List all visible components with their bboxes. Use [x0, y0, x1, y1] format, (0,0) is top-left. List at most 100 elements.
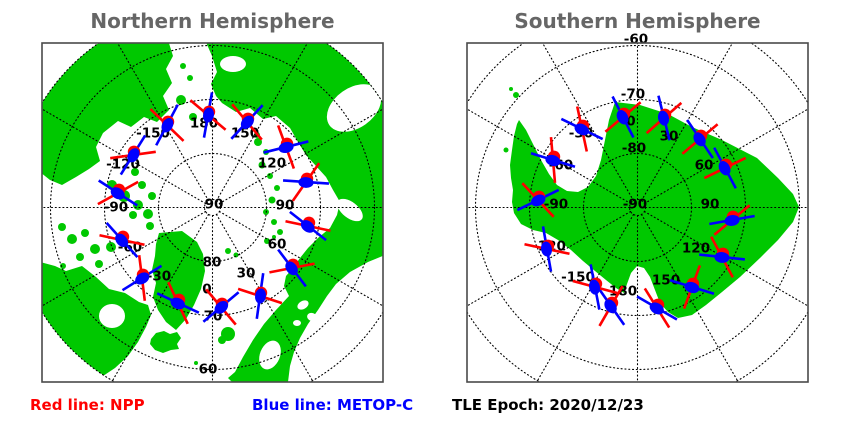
north-map-title: Northern Hemisphere: [90, 9, 335, 33]
metopc-position-dot: [110, 187, 125, 200]
laptev-bay: [220, 56, 246, 72]
metopc-position-dot: [649, 302, 664, 315]
metopc-position-dot: [115, 233, 129, 248]
graticule-label: 60: [199, 362, 218, 378]
metopc-position-dot: [604, 299, 617, 314]
metopc-position-dot: [724, 215, 740, 226]
nh-map-border: [41, 42, 384, 383]
graticule-label: -70: [621, 87, 645, 103]
land-greenland: [152, 231, 205, 330]
graticule-label: -90: [104, 200, 128, 216]
graticule-label: 0: [626, 114, 635, 130]
kara-sea-bay: [326, 84, 382, 132]
satellite-pass-marker: [230, 103, 264, 141]
sh-map-border: [466, 42, 809, 383]
graticule-label: 60: [695, 158, 714, 174]
northern-hemisphere-map: [42, 43, 383, 382]
satellite-pass-marker: [269, 248, 315, 288]
kara-inlet: [337, 198, 363, 222]
meridian-line: [42, 210, 207, 307]
satellite-pass-marker: [99, 222, 145, 258]
meridian-line: [218, 210, 383, 307]
land-alaska-chukotka: [42, 43, 173, 185]
metopc-position-dot: [541, 241, 552, 257]
sh-satellite-markers: [516, 95, 755, 329]
satellite-pass-marker: [669, 264, 715, 310]
satellite-pass-marker: [698, 236, 746, 278]
satellite-pass-marker: [681, 119, 719, 159]
graticule-label: 30: [237, 266, 256, 282]
metopc-position-dot: [684, 281, 700, 294]
satellite-pass-marker: [282, 162, 330, 202]
metopc-position-dot: [161, 118, 174, 133]
meridian-line: [215, 43, 309, 202]
metopc-position-dot: [574, 123, 590, 136]
graticule-label: -30: [147, 269, 171, 285]
satellite-pass-marker: [516, 182, 560, 218]
tle-epoch-label: TLE Epoch: 2020/12/23: [452, 396, 644, 414]
graticule-label: 90: [205, 197, 224, 213]
satellite-pass-marker: [560, 106, 604, 152]
metopc-position-dot: [616, 110, 629, 125]
metopc-position-dot: [718, 161, 731, 176]
nh-seas-and-lakes: [99, 56, 382, 370]
metopc-position-dot: [214, 300, 229, 314]
lake-onega: [307, 312, 317, 322]
meridian-line: [541, 43, 635, 202]
metopc-position-dot: [170, 297, 186, 310]
meridian-line: [218, 108, 383, 205]
metopc-position-dot: [714, 252, 730, 263]
latitude-circle: [49, 44, 376, 371]
graticule-label: 120: [258, 156, 286, 172]
satellite-pass-marker: [149, 104, 185, 146]
meridian-line: [536, 213, 635, 382]
satellite-pass-marker: [709, 204, 755, 236]
meridian-line: [467, 210, 632, 307]
nh-satellite-markers: [97, 92, 331, 326]
graticule-label: -80: [622, 141, 646, 157]
satellite-pass-marker: [572, 264, 618, 310]
graticule-label: 90: [701, 197, 720, 213]
latitude-circle: [474, 44, 801, 371]
graticule-label: -90: [623, 197, 647, 213]
satellite-pass-marker: [202, 288, 240, 326]
nh-graticule-labels: 1801501209060300-30-60-90-120-1509080706…: [104, 116, 295, 378]
satellite-pass-marker: [703, 147, 747, 189]
graticule-label: 90: [276, 198, 295, 214]
metopc-position-dot: [127, 148, 140, 163]
legend-blue-metopc: Blue line: METOP-C: [252, 396, 414, 414]
graticule-label: 80: [203, 255, 222, 271]
metopc-position-dot: [545, 154, 561, 167]
graticule-label: -90: [544, 197, 568, 213]
graticule-label: -150: [561, 270, 595, 286]
hudson-bay: [99, 304, 125, 328]
metopc-position-dot: [693, 132, 706, 147]
satellite-pass-marker: [121, 255, 163, 301]
south-map-title: Southern Hemisphere: [514, 9, 761, 33]
metopc-position-dot: [530, 194, 546, 207]
metopc-position-dot: [278, 141, 294, 154]
meridian-line: [640, 43, 734, 202]
satellite-pass-marker: [110, 134, 156, 176]
land-small-islands-south: [503, 87, 519, 153]
metopc-position-dot: [298, 177, 314, 188]
satellite-pass-marker: [285, 210, 331, 242]
graticule-label: 60: [268, 237, 287, 253]
small-lake: [293, 320, 301, 326]
gulf-of-bothnia: [259, 340, 281, 370]
satellite-pass-marker: [237, 273, 283, 319]
meridian-line: [643, 108, 808, 205]
land-iceland: [150, 331, 181, 353]
satellite-pass-marker: [604, 95, 642, 139]
metopc-position-dot: [135, 272, 150, 285]
metopc-position-dot: [203, 107, 214, 123]
metopc-position-dot: [657, 110, 670, 126]
satellite-pass-marker: [524, 226, 570, 272]
southern-hemisphere-map: [467, 43, 808, 382]
meridian-line: [111, 213, 210, 382]
satellite-pass-marker: [156, 281, 200, 325]
lake-ladoga: [297, 300, 309, 310]
graticule-label: 120: [682, 241, 710, 257]
